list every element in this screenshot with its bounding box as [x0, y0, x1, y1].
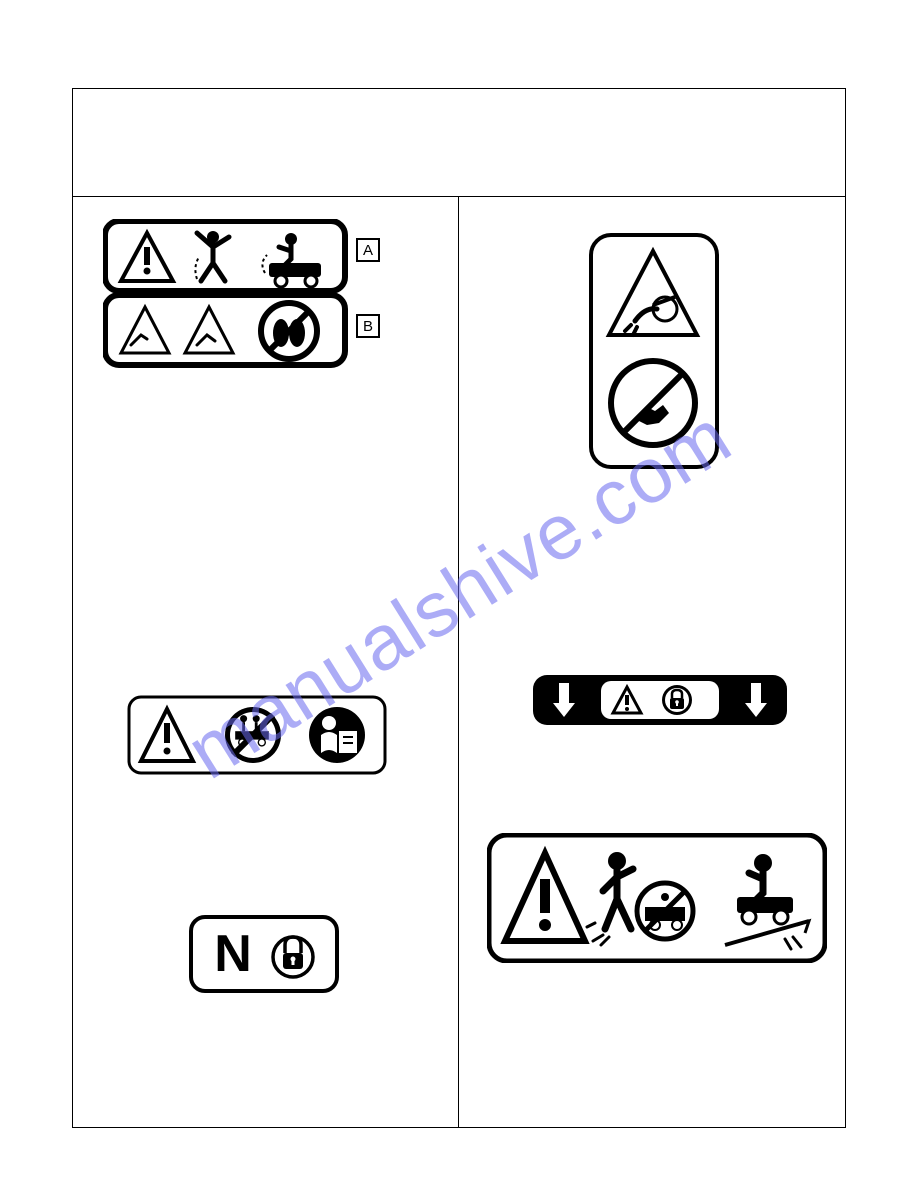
manual-page: A B [72, 88, 846, 1128]
decal-bystander-svg [487, 833, 827, 963]
decal-thrown-objects-svg: A B [103, 219, 385, 369]
decal-bystander [487, 833, 827, 968]
decal-no-riders [127, 695, 387, 780]
content-columns: A B [73, 197, 845, 1127]
decal-lock-arrows-svg [533, 675, 787, 725]
label-b: B [363, 318, 373, 335]
decal-no-riders-svg [127, 695, 387, 775]
label-a: A [363, 242, 373, 259]
left-column: A B [73, 197, 459, 1127]
decal-hand-hazard [589, 233, 719, 474]
neutral-letter: N [214, 925, 252, 983]
decal-neutral-lock: N [189, 915, 339, 998]
decal-lock-arrows [533, 675, 787, 730]
decal-thrown-objects: A B [103, 219, 385, 374]
right-column [459, 197, 845, 1127]
page-header [73, 89, 845, 197]
decal-neutral-lock-svg: N [189, 915, 339, 993]
decal-hand-hazard-svg [589, 233, 719, 469]
